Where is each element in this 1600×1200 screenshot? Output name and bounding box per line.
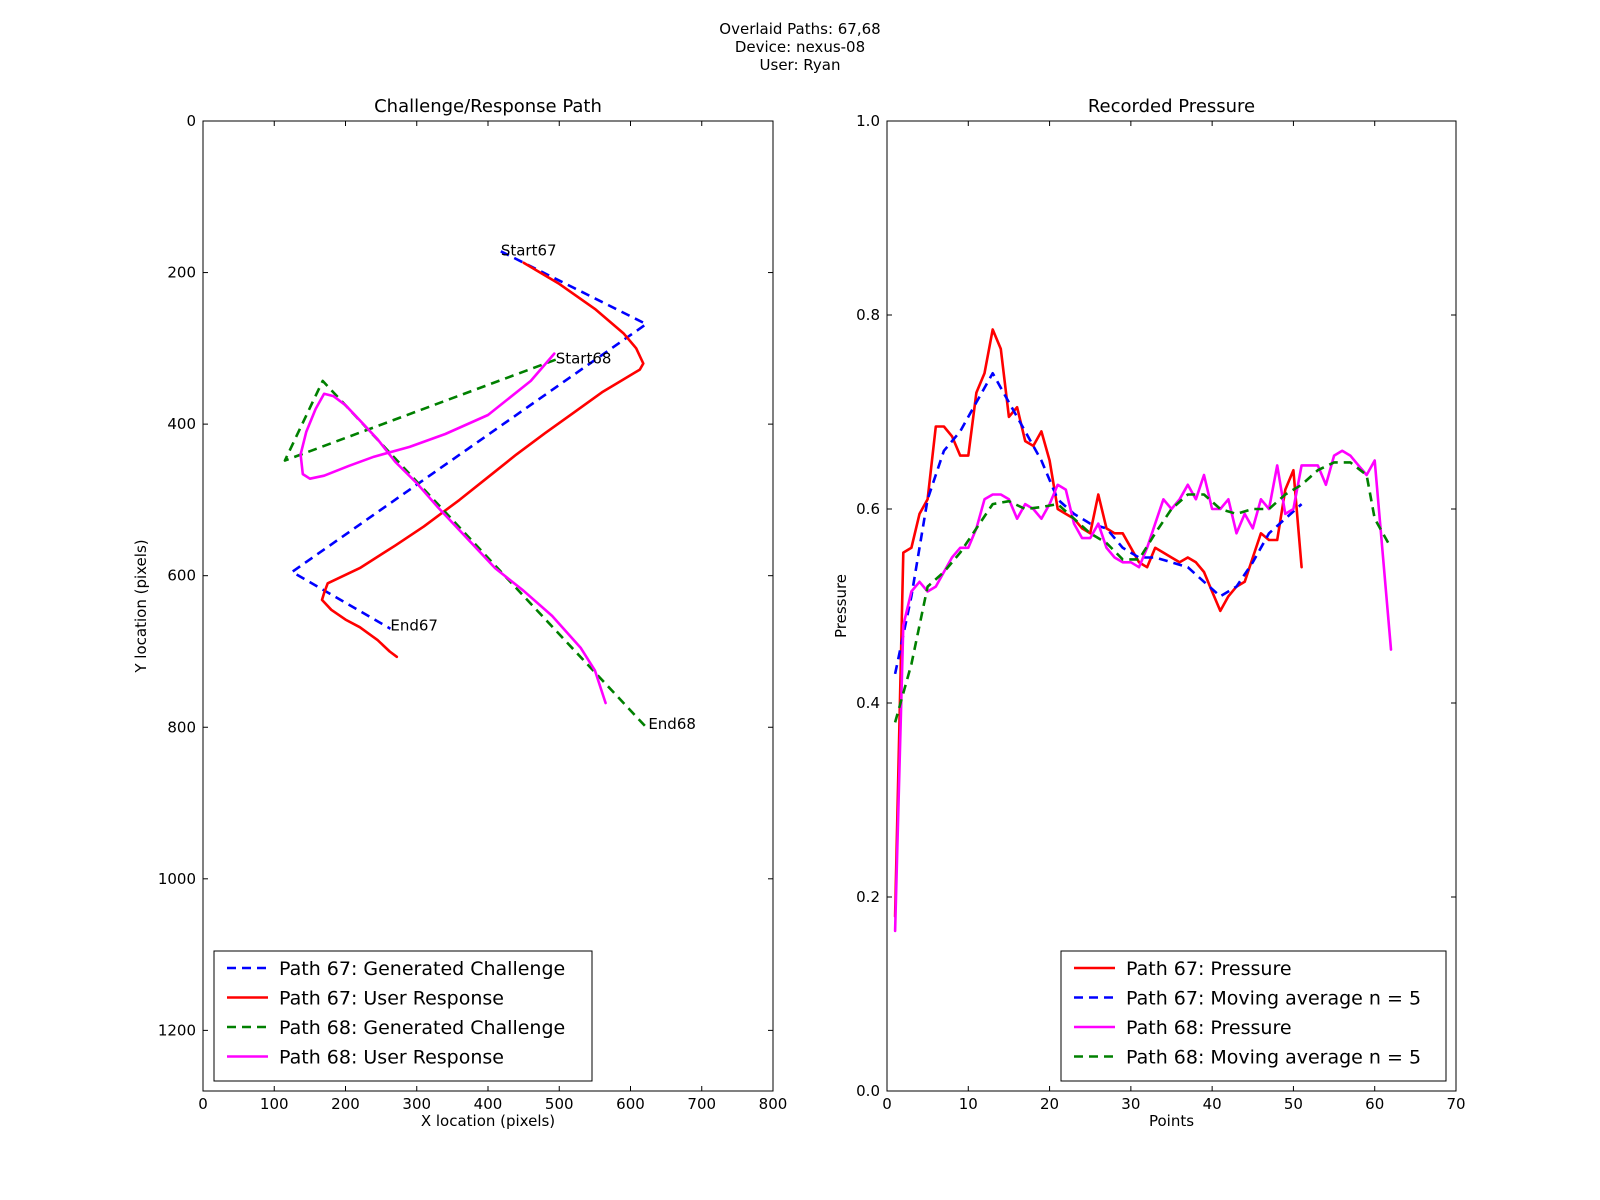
y-tick-label: 600: [167, 567, 196, 585]
suptitle-line-device: Device: nexus-08: [734, 38, 866, 56]
y-tick-label: 0.4: [856, 694, 880, 712]
series-line-4: [299, 352, 607, 705]
y-tick-label: 0.8: [856, 306, 880, 324]
x-tick-label: 60: [1365, 1095, 1384, 1113]
x-tick-label: 100: [260, 1095, 289, 1113]
series-line-3: [893, 449, 1393, 933]
x-tick-label: 800: [759, 1095, 788, 1113]
legend-label-3: Path 68: Pressure: [1126, 1017, 1292, 1039]
chart-title: Challenge/Response Path: [374, 96, 602, 117]
suptitle-line-paths: Overlaid Paths: 67,68: [719, 20, 881, 38]
x-tick-label: 20: [1040, 1095, 1059, 1113]
legend-label-1: Path 67: Pressure: [1126, 958, 1292, 980]
series-line-3: [283, 358, 650, 731]
legend-label-3: Path 68: Generated Challenge: [279, 1017, 565, 1039]
x-tick-label: 400: [474, 1095, 503, 1113]
legend-box: [213, 950, 593, 1082]
y-tick-label: 1000: [158, 870, 196, 888]
y-tick-label: 200: [167, 264, 196, 282]
series-group: [893, 328, 1393, 933]
y-axis-label: Pressure: [832, 574, 850, 638]
plot-frame: [202, 120, 774, 1092]
legend-label-2: Path 67: User Response: [279, 988, 504, 1010]
legend-box: [1060, 950, 1447, 1082]
x-tick-label: 600: [616, 1095, 645, 1113]
legend-label-4: Path 68: User Response: [279, 1047, 504, 1069]
x-tick-label: 300: [402, 1095, 431, 1113]
x-tick-label: 30: [1121, 1095, 1140, 1113]
legend-label-4: Path 68: Moving average n = 5: [1126, 1047, 1421, 1069]
x-tick-label: 200: [331, 1095, 360, 1113]
y-tick-label: 0.2: [856, 888, 880, 906]
y-tick-label: 0: [186, 112, 196, 130]
plot-frame: [886, 120, 1457, 1092]
annotation-end67: End67: [390, 616, 438, 634]
chart-recorded-pressure: Recorded Pressure Points Pressure 0 10 20 30 40…: [832, 96, 1466, 1130]
annotation-start68: Start68: [556, 350, 612, 368]
x-tick-label: 0: [882, 1095, 892, 1113]
legend-label-2: Path 67: Moving average n = 5: [1126, 988, 1421, 1010]
y-tick-label: 400: [167, 415, 196, 433]
series-line-1: [290, 250, 648, 630]
y-tick-label: 1200: [158, 1021, 196, 1039]
y-tick-label: 0.0: [856, 1082, 880, 1100]
x-axis-label: X location (pixels): [421, 1112, 555, 1130]
legend: Path 67: Pressure Path 67: Moving average…: [1060, 950, 1447, 1082]
x-tick-label: 700: [687, 1095, 716, 1113]
series-group: [283, 250, 650, 731]
x-tick-label: 70: [1446, 1095, 1465, 1113]
series-line-1: [893, 328, 1303, 918]
x-tick-label: 0: [198, 1095, 208, 1113]
x-tick-label: 40: [1203, 1095, 1222, 1113]
x-tick-label: 10: [959, 1095, 978, 1113]
x-tick-label: 500: [545, 1095, 574, 1113]
legend: Path 67: Generated Challenge Path 67: Use…: [213, 950, 593, 1082]
y-tick-label: 1.0: [856, 112, 880, 130]
x-tick-label: 50: [1284, 1095, 1303, 1113]
annotation-end68: End68: [648, 715, 696, 733]
suptitle-line-user: User: Ryan: [759, 56, 841, 74]
y-axis-label: Y location (pixels): [132, 539, 150, 673]
chart-challenge-response: Challenge/Response Path X location (pixel…: [132, 96, 787, 1130]
x-axis-label: Points: [1149, 1112, 1194, 1130]
annotation-start67: Start67: [501, 241, 557, 259]
figure-suptitle: Overlaid Paths: 67,68 Device: nexus-08 U…: [0, 20, 1600, 74]
y-tick-label: 800: [167, 718, 196, 736]
series-line-4: [893, 461, 1393, 723]
series-line-2: [320, 261, 645, 659]
legend-label-1: Path 67: Generated Challenge: [279, 958, 565, 980]
chart-title: Recorded Pressure: [1088, 96, 1255, 117]
y-tick-label: 0.6: [856, 500, 880, 518]
